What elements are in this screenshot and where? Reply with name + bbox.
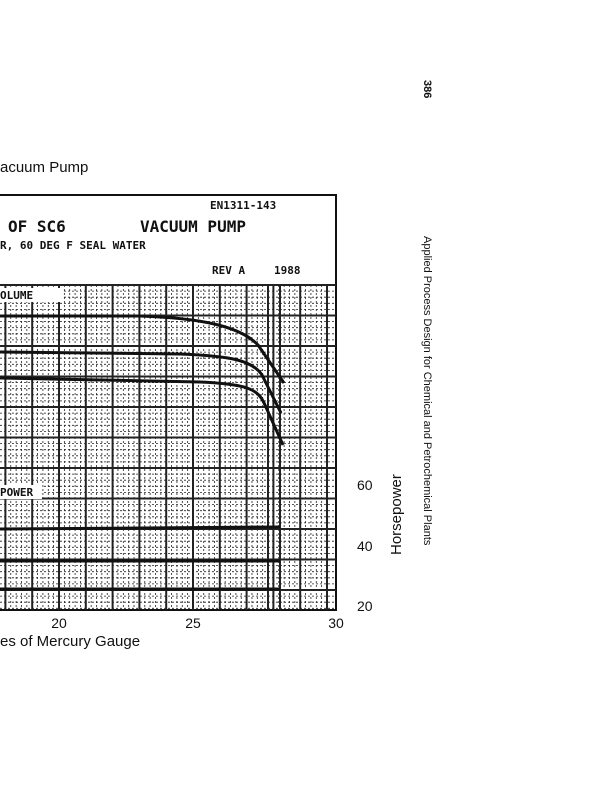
power-curve	[0, 525, 281, 531]
capacity-curve	[0, 314, 286, 384]
capacity-curve	[0, 350, 283, 414]
x-tick-label: 20	[51, 615, 67, 631]
chart-title-left: OF SC6	[8, 217, 66, 236]
chart-year: 1988	[274, 264, 301, 277]
power-label: POWER	[0, 486, 33, 499]
chart-frame	[0, 194, 337, 611]
chart-code: EN1311-143	[210, 199, 276, 212]
page-number: 386	[421, 80, 433, 98]
label-bg	[0, 288, 62, 302]
figure-caption: acuum Pump	[0, 159, 88, 176]
y2-tick-label: 60	[357, 477, 373, 493]
label-bg	[0, 485, 42, 499]
y2-tick-label: 20	[357, 598, 373, 614]
running-head: Applied Process Design for Chemical and …	[421, 236, 433, 546]
x-tick-label: 25	[185, 615, 201, 631]
chart-title-right: VACUUM PUMP	[140, 217, 246, 236]
chart-rev: REV A	[212, 264, 245, 277]
y2-tick-label: 40	[357, 538, 373, 554]
y2-axis-label: Horsepower	[388, 474, 405, 555]
capacity-curve	[0, 376, 285, 446]
x-tick-label: 30	[328, 615, 344, 631]
x-axis-label: es of Mercury Gauge	[0, 633, 140, 650]
volume-label: OLUME	[0, 289, 33, 302]
chart-subtitle: R, 60 DEG F SEAL WATER	[0, 239, 146, 252]
curves	[0, 314, 286, 591]
